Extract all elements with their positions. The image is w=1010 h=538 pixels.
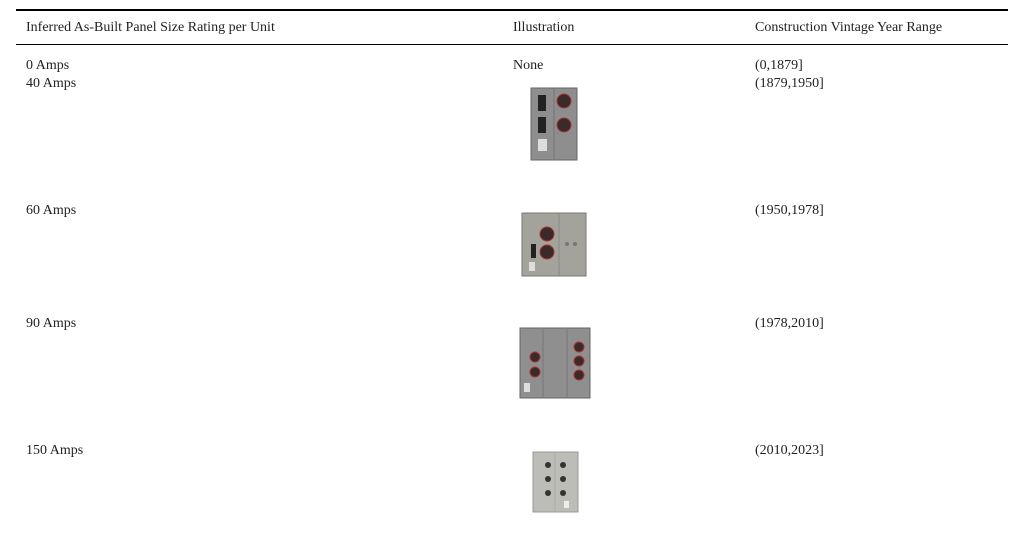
rating-cell: 60 Amps xyxy=(26,203,77,218)
header-cell: Construction Vintage Year Range xyxy=(755,20,943,35)
rating-cell: 150 Amps xyxy=(26,443,84,458)
range-cell: (1879,1950] xyxy=(755,76,824,91)
panel-image xyxy=(519,327,591,399)
rating-cell: 40 Amps xyxy=(26,76,77,91)
range-cell: (1978,2010] xyxy=(755,316,824,331)
range-cell: (1950,1978] xyxy=(755,203,824,218)
range-cell: (0,1879] xyxy=(755,58,803,73)
rating-cell: 90 Amps xyxy=(26,316,77,331)
range-cell: (2010,2023] xyxy=(755,443,824,458)
header-rule xyxy=(16,44,1008,45)
panel-image xyxy=(530,87,578,161)
header-cell: Illustration xyxy=(513,20,575,35)
illustration-cell: None xyxy=(513,58,544,73)
rating-cell: 0 Amps xyxy=(26,58,70,73)
top-rule xyxy=(16,9,1008,11)
panel-image xyxy=(532,451,579,513)
panel-image xyxy=(521,212,587,277)
header-cell: Inferred As-Built Panel Size Rating per … xyxy=(26,20,275,35)
